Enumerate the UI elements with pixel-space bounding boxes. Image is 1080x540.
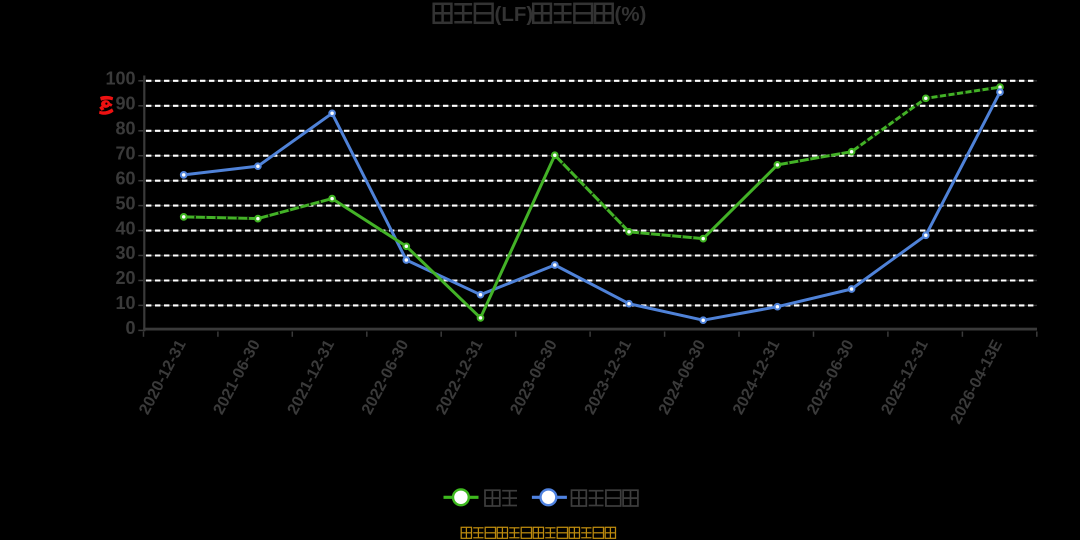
svg-text:70: 70 — [115, 143, 135, 163]
svg-text:30: 30 — [115, 243, 135, 263]
svg-text:90: 90 — [115, 94, 135, 114]
svg-text:60: 60 — [115, 168, 135, 188]
svg-text:20: 20 — [115, 268, 135, 288]
svg-text:0: 0 — [125, 318, 135, 338]
svg-text:10: 10 — [115, 293, 135, 313]
svg-text:80: 80 — [115, 119, 135, 139]
svg-text:50: 50 — [115, 193, 135, 213]
svg-text:100: 100 — [105, 69, 135, 89]
svg-text:40: 40 — [115, 218, 135, 238]
svg-text:(%): (%) — [615, 3, 647, 26]
svg-text:(LF): (LF) — [495, 3, 534, 26]
